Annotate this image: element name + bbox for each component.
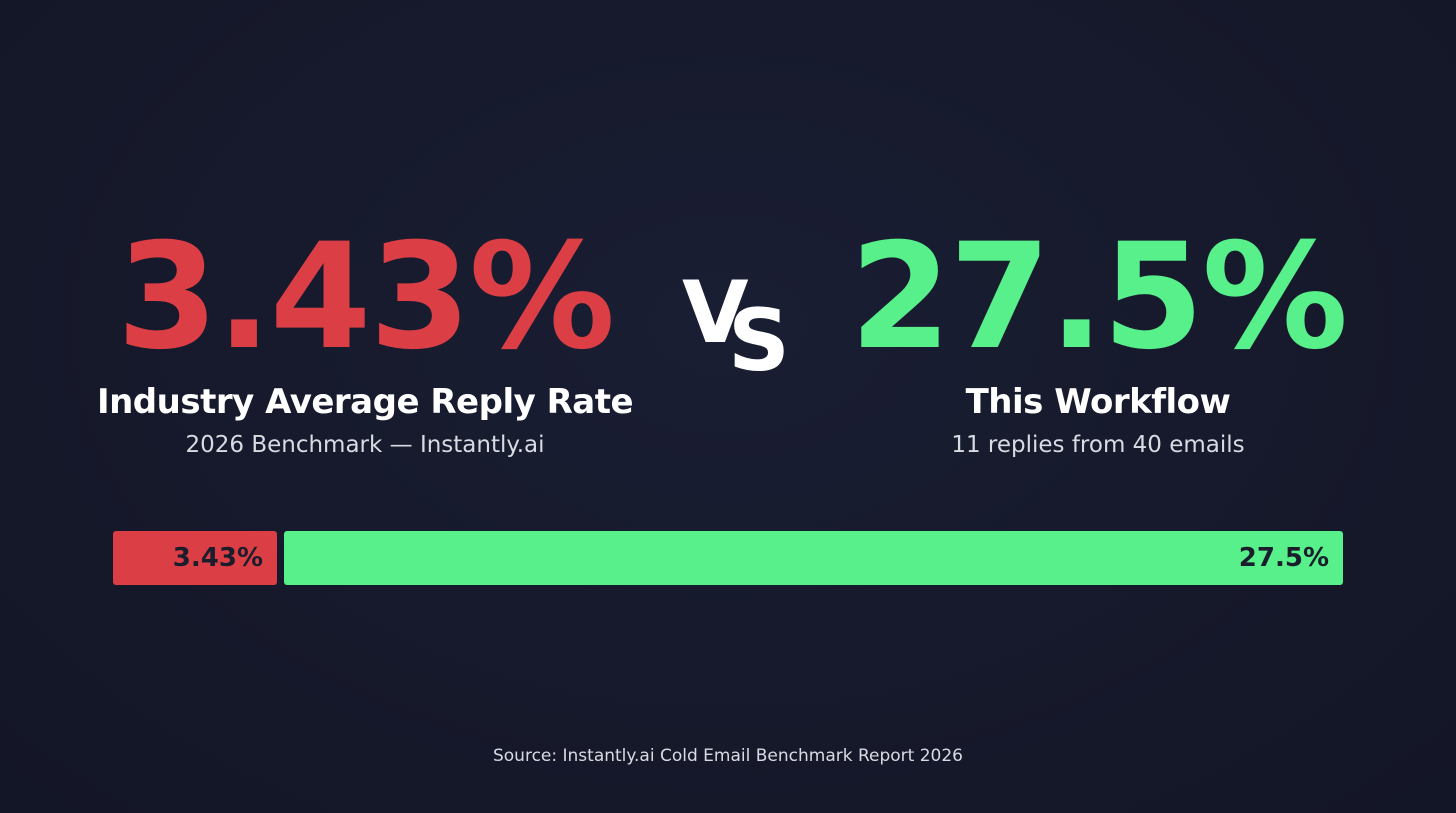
industry-label: Industry Average Reply Rate — [96, 382, 634, 422]
bar-workflow: 27.5% — [284, 531, 1343, 585]
bar-label-industry: 3.43% — [172, 543, 263, 573]
bar-industry: 3.43% — [113, 531, 277, 585]
industry-value: 3.43% — [116, 212, 616, 382]
industry-subtitle: 2026 Benchmark — Instantly.ai — [185, 432, 545, 458]
workflow-subtitle: 11 replies from 40 emails — [951, 432, 1245, 458]
workflow-label: This Workflow — [965, 382, 1231, 422]
versus-letter-s: S — [728, 291, 790, 391]
workflow-stat: 27.5% This Workflow 11 replies from 40 e… — [830, 212, 1366, 460]
bar-label-workflow: 27.5% — [1238, 543, 1329, 573]
comparison-bar-chart: 3.43% 27.5% — [113, 531, 1343, 585]
industry-stat: 3.43% Industry Average Reply Rate 2026 B… — [90, 212, 640, 460]
source-note: Source: Instantly.ai Cold Email Benchmar… — [492, 746, 963, 766]
workflow-value: 27.5% — [849, 212, 1349, 382]
versus-letter-v: V — [682, 263, 749, 363]
versus-badge: V S — [676, 262, 806, 392]
